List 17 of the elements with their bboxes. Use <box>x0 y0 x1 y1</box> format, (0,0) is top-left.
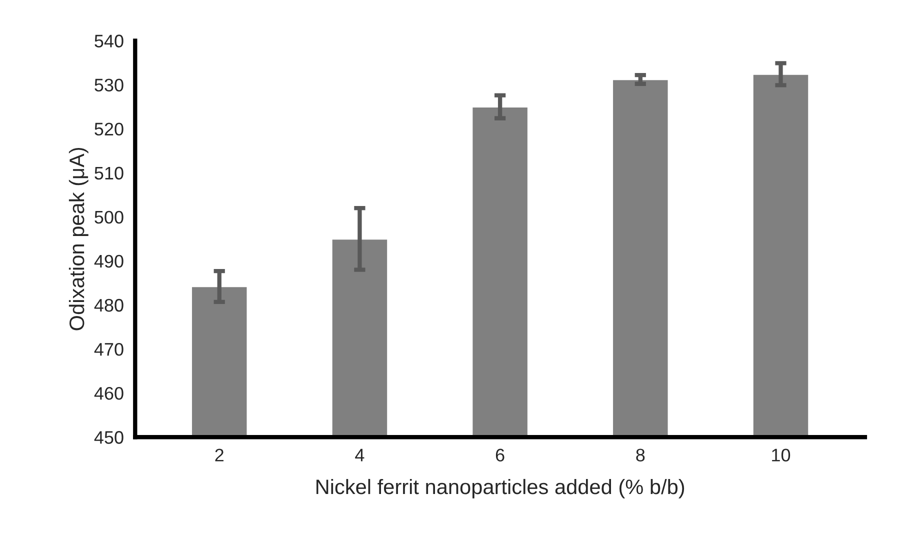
x-tick-label: 4 <box>355 448 364 462</box>
y-axis-title: Odixation peak (μA) <box>68 148 88 330</box>
y-tick-label: 510 <box>94 166 124 180</box>
y-tick-label: 520 <box>94 122 124 136</box>
x-tick-label: 10 <box>772 448 790 462</box>
x-tick-label: 8 <box>636 448 645 462</box>
x-tick-label: 2 <box>215 448 224 462</box>
x-axis-title: Nickel ferrit nanoparticles added (% b/b) <box>316 478 684 498</box>
y-tick-label: 490 <box>94 254 124 268</box>
y-tick-label: 450 <box>94 431 124 444</box>
y-tick-label: 460 <box>94 387 124 400</box>
y-tick-label: 540 <box>94 34 124 48</box>
y-tick-label: 480 <box>94 298 124 312</box>
y-tick-label: 470 <box>94 342 124 356</box>
y-tick-label: 500 <box>94 210 124 224</box>
x-tick-label: 6 <box>496 448 504 462</box>
y-tick-label: 530 <box>94 78 124 92</box>
